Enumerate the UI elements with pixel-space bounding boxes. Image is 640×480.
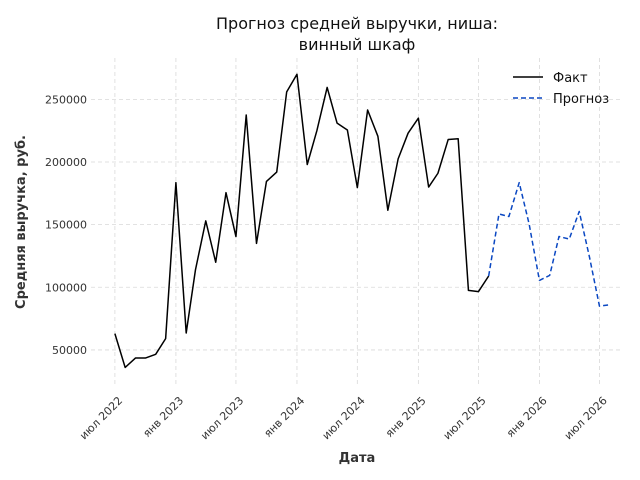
chart-title-line-1: Прогноз средней выручки, ниша:	[216, 14, 498, 33]
series-line-forecast	[487, 181, 610, 307]
series-line-fact	[114, 73, 490, 369]
y-tick-label-1: 100000	[45, 281, 87, 294]
grid	[91, 58, 623, 385]
x-tick-label-8: июл 2026	[562, 394, 610, 442]
x-axis-label: Дата	[339, 451, 376, 466]
x-tick-label-1: янв 2023	[140, 394, 186, 440]
x-tick-label-7: янв 2026	[504, 394, 550, 440]
x-tick-label-5: янв 2025	[383, 394, 429, 440]
y-tick-label-4: 250000	[45, 93, 87, 106]
x-tick-label-4: июл 2024	[320, 394, 368, 442]
x-axis-ticks: июл 2022 янв 2023 июл 2023 янв 2024 июл 2024…	[77, 394, 610, 442]
series-lines	[114, 73, 610, 369]
x-tick-label-3: янв 2024	[261, 394, 307, 440]
chart-title-line-2: винный шкаф	[299, 35, 416, 54]
legend-label-forecast: Прогноз	[553, 92, 609, 107]
y-axis-ticks: 50000 100000 150000 200000 250000	[45, 93, 87, 357]
y-tick-label-2: 150000	[45, 219, 87, 232]
y-axis-label: Средняя выручка, руб.	[14, 135, 29, 309]
x-tick-label-0: июл 2022	[77, 394, 125, 442]
y-tick-label-0: 50000	[52, 344, 87, 357]
x-tick-label-6: июл 2025	[441, 394, 489, 442]
y-tick-label-3: 200000	[45, 156, 87, 169]
legend-label-fact: Факт	[553, 71, 588, 86]
x-tick-label-2: июл 2023	[198, 394, 246, 442]
legend: Факт Прогноз	[513, 71, 609, 107]
